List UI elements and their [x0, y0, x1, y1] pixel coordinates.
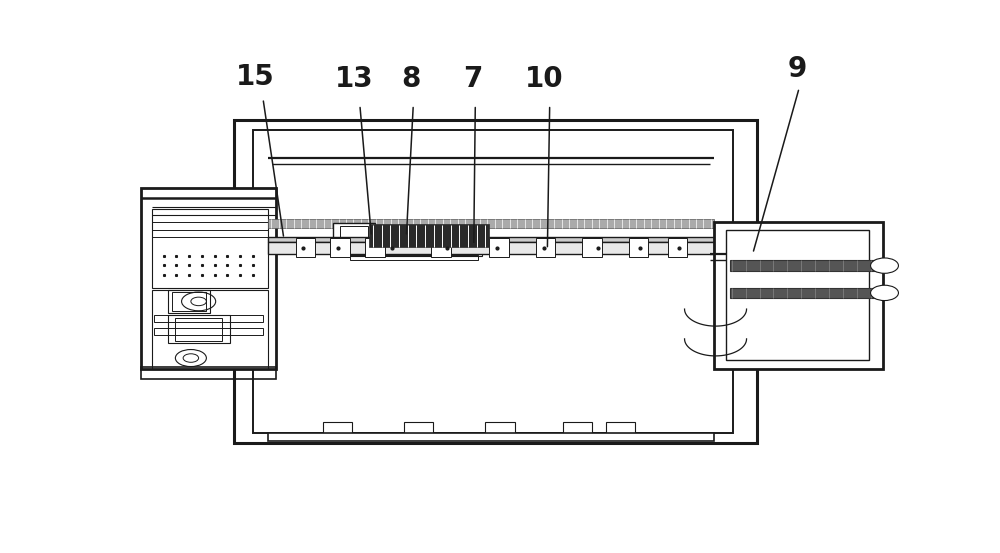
Text: 7: 7	[463, 65, 483, 93]
Circle shape	[871, 258, 898, 273]
Bar	[268, 242, 714, 254]
Bar	[168, 290, 210, 314]
Bar	[730, 260, 888, 271]
Bar	[268, 237, 714, 242]
Bar	[369, 224, 489, 247]
Circle shape	[871, 285, 898, 301]
Bar	[606, 422, 635, 434]
Bar	[253, 131, 733, 432]
Bar	[346, 247, 482, 256]
Text: 13: 13	[335, 65, 374, 93]
Bar	[172, 292, 206, 311]
Bar	[140, 187, 276, 369]
Bar	[234, 119, 757, 443]
Bar	[292, 256, 637, 422]
Bar	[323, 422, 352, 434]
Bar	[489, 238, 509, 257]
Bar	[350, 255, 478, 260]
Bar	[668, 238, 687, 257]
Bar	[152, 209, 268, 288]
Bar	[726, 230, 869, 360]
Bar	[340, 226, 368, 244]
Bar	[152, 290, 268, 369]
Bar	[268, 219, 714, 228]
Bar	[330, 238, 350, 257]
Bar	[333, 223, 375, 247]
Bar	[536, 238, 555, 257]
Bar	[268, 434, 714, 441]
Bar	[140, 367, 276, 379]
Text: 9: 9	[788, 55, 807, 84]
Bar	[168, 315, 230, 343]
Bar	[431, 238, 450, 257]
Bar	[154, 328, 263, 335]
Bar	[563, 422, 592, 434]
Bar	[404, 422, 433, 434]
Bar	[582, 238, 602, 257]
Bar	[629, 238, 648, 257]
Text: 10: 10	[525, 65, 564, 93]
Bar	[296, 238, 315, 257]
Bar	[154, 315, 263, 322]
Text: 15: 15	[236, 63, 275, 91]
Text: 8: 8	[401, 65, 421, 93]
Bar	[485, 422, 515, 434]
Bar	[175, 317, 222, 341]
Bar	[730, 288, 888, 299]
Bar	[365, 238, 385, 257]
Bar	[714, 222, 883, 369]
